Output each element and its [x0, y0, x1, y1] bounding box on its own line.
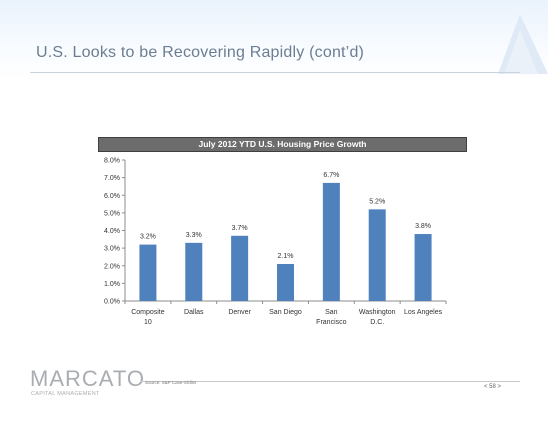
data-label: 3.8% — [415, 223, 431, 230]
data-label: 5.2% — [369, 198, 385, 205]
y-tick-label: 5.0% — [104, 210, 120, 217]
data-label: 3.2% — [140, 234, 156, 241]
category-label: Denver — [228, 309, 251, 316]
header-divider — [30, 72, 520, 73]
source-note: Source: S&P Case-Shiller — [145, 380, 197, 385]
data-label: 3.7% — [232, 225, 248, 232]
category-label: Francisco — [316, 319, 346, 326]
bar — [322, 182, 340, 301]
y-tick-label: 1.0% — [104, 281, 120, 288]
y-tick-label: 2.0% — [104, 263, 120, 270]
bar — [277, 263, 294, 301]
category-label: San Diego — [269, 309, 302, 316]
category-label: Los Angeles — [404, 309, 443, 316]
logo-subtitle: CAPITAL MANAGEMENT — [31, 391, 100, 397]
logo-wordmark: MARCATO — [30, 366, 145, 391]
marcato-logo: MARCATO CAPITAL MANAGEMENT — [30, 368, 144, 402]
data-label: 2.1% — [278, 253, 294, 260]
category-label: Composite — [131, 309, 165, 316]
y-tick-label: 0.0% — [104, 299, 120, 306]
page-number: < 58 > — [484, 384, 502, 390]
category-label: San — [325, 309, 338, 316]
y-tick-label: 6.0% — [104, 193, 120, 200]
category-label: Dallas — [184, 309, 204, 316]
bar — [414, 234, 432, 301]
triangle-decoration-icon — [498, 14, 548, 74]
category-label: 10 — [144, 319, 152, 326]
category-label: D.C. — [370, 319, 384, 326]
y-tick-label: 4.0% — [104, 228, 120, 235]
category-label: Washington — [359, 309, 396, 316]
bar — [139, 244, 157, 301]
bar — [231, 235, 249, 301]
slide-title: U.S. Looks to be Recovering Rapidly (con… — [36, 44, 365, 61]
y-tick-label: 3.0% — [104, 246, 120, 253]
y-tick-label: 8.0% — [104, 158, 120, 165]
bar — [368, 209, 386, 301]
chart-title: July 2012 YTD U.S. Housing Price Growth — [98, 137, 467, 152]
footer-divider — [140, 381, 520, 382]
data-label: 6.7% — [323, 172, 339, 179]
bar — [185, 242, 203, 301]
data-label: 3.3% — [186, 232, 202, 239]
y-tick-label: 7.0% — [104, 175, 120, 182]
header-band — [0, 0, 548, 80]
